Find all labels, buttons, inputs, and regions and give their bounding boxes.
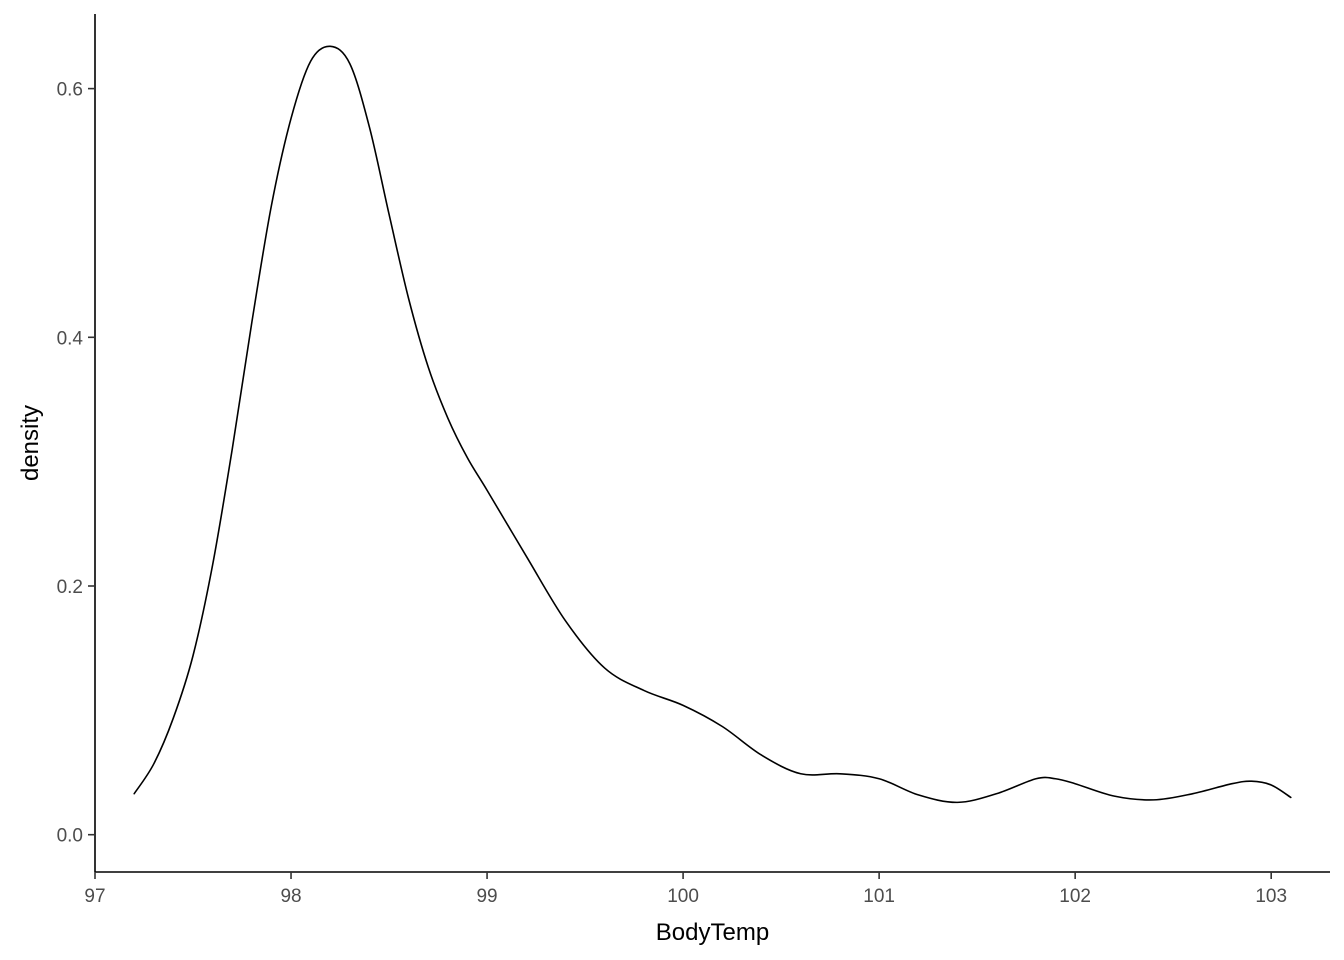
plot-area bbox=[133, 45, 1292, 804]
y-tick-label: 0.0 bbox=[57, 826, 83, 847]
y-tick-label: 0.6 bbox=[57, 80, 83, 101]
y-tick-label: 0.2 bbox=[57, 577, 83, 598]
y-tick-label: 0.4 bbox=[57, 328, 84, 349]
x-tick-label: 102 bbox=[1059, 886, 1091, 907]
x-tick-label: 98 bbox=[280, 886, 301, 907]
x-axis-title: BodyTemp bbox=[656, 919, 769, 946]
x-tick-label: 99 bbox=[476, 886, 497, 907]
y-axis-title: density bbox=[17, 405, 44, 481]
y-axis-ticks: 0.0 0.2 0.4 0.6 bbox=[57, 80, 95, 847]
x-axis-ticks: 97 98 99 100 101 102 103 bbox=[84, 872, 1287, 907]
x-tick-label: 97 bbox=[84, 886, 105, 907]
x-tick-label: 103 bbox=[1255, 886, 1287, 907]
density-curve bbox=[133, 45, 1292, 804]
x-tick-label: 101 bbox=[863, 886, 895, 907]
x-tick-label: 100 bbox=[667, 886, 699, 907]
